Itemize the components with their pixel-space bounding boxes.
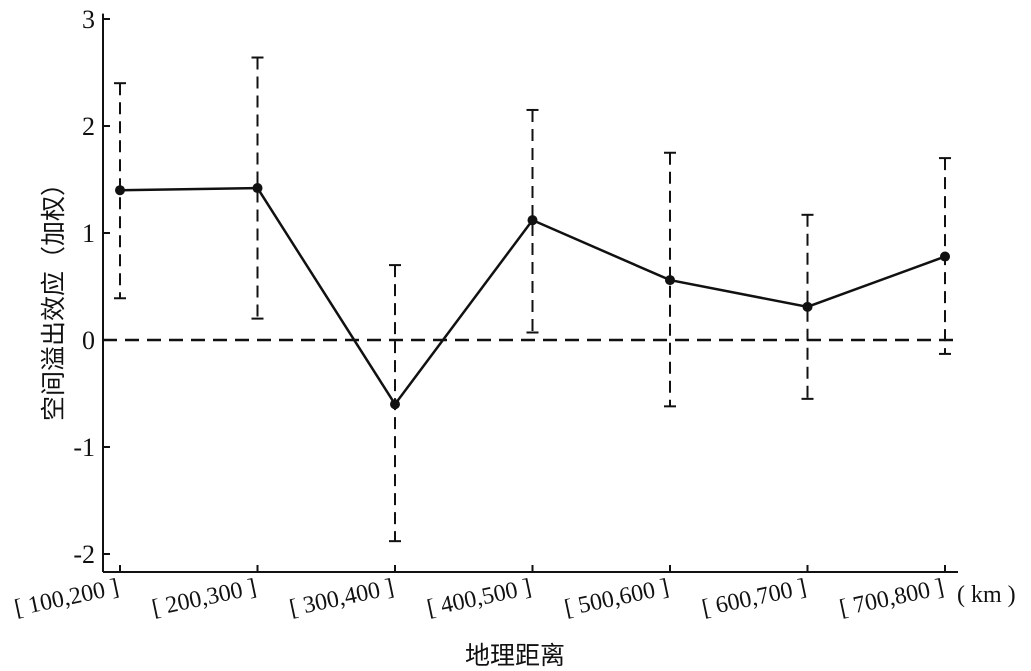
data-point bbox=[527, 215, 538, 226]
x-tick-label: [ 500,600 ] bbox=[562, 574, 671, 621]
data-points bbox=[115, 183, 950, 410]
y-tick-label: -2 bbox=[73, 540, 95, 569]
x-tick-label: [ 100,200 ] bbox=[12, 574, 121, 621]
y-tick-label: 2 bbox=[82, 112, 95, 141]
data-point bbox=[665, 275, 675, 286]
tick-labels: 3 2 1 0 -1 -2 [ 100,200 ] [ 200,300 ] [ 300,400 … bbox=[12, 5, 946, 622]
x-axis-unit-label: ( km ) bbox=[957, 582, 1016, 608]
y-tick-label: -1 bbox=[73, 433, 95, 462]
y-tick-label: 1 bbox=[82, 219, 95, 248]
data-point bbox=[390, 399, 400, 410]
x-tick-label: [ 400,500 ] bbox=[425, 574, 534, 621]
data-point bbox=[115, 185, 125, 196]
x-tick-label: [ 200,300 ] bbox=[150, 574, 259, 621]
data-point bbox=[940, 251, 950, 262]
y-tick-label: 3 bbox=[82, 5, 95, 34]
data-point bbox=[802, 301, 813, 312]
x-tick-label: [ 700,800 ] bbox=[837, 574, 946, 621]
axes bbox=[102, 13, 958, 573]
y-tick-label: 0 bbox=[82, 326, 95, 355]
x-tick-label: [ 300,400 ] bbox=[287, 574, 396, 621]
x-tick-label: [ 600,700 ] bbox=[700, 574, 809, 621]
y-axis-title: 空间溢出效应（加权） bbox=[39, 171, 68, 421]
x-axis-title: 地理距离 bbox=[465, 641, 565, 670]
data-point bbox=[252, 183, 263, 194]
